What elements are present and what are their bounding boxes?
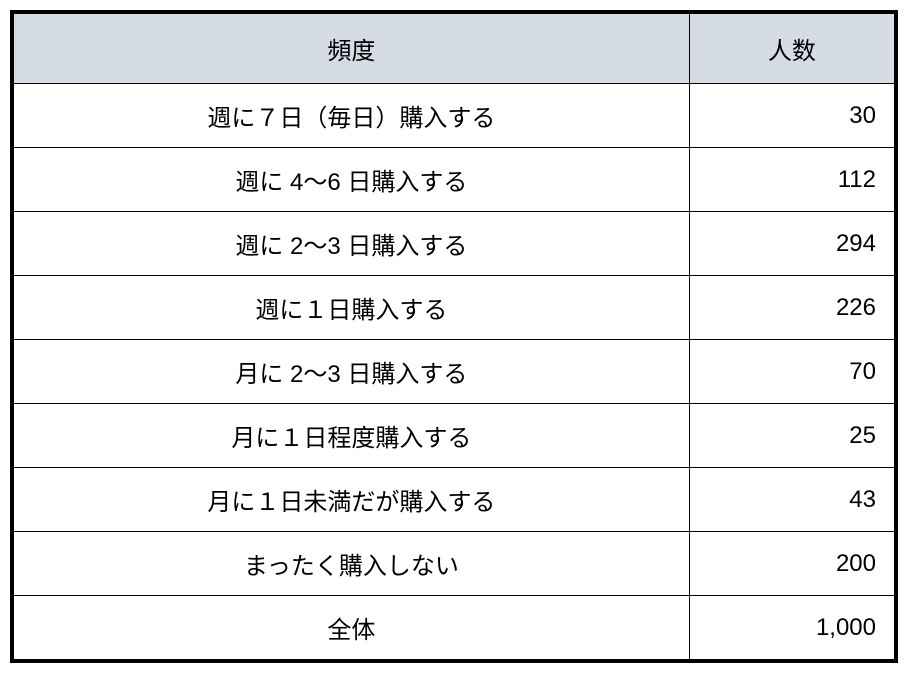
cell-count: 43 bbox=[689, 468, 894, 532]
cell-frequency: 週に 2～3 日購入する bbox=[14, 212, 690, 276]
table-header-row: 頻度 人数 bbox=[14, 14, 895, 84]
table-row: 週に１日購入する 226 bbox=[14, 276, 895, 340]
table-row: 全体 1,000 bbox=[14, 596, 895, 660]
cell-frequency: 週に７日（毎日）購入する bbox=[14, 84, 690, 148]
frequency-table: 頻度 人数 週に７日（毎日）購入する 30 週に 4～6 日購入する 112 週… bbox=[13, 13, 895, 660]
table-row: 月に１日未満だが購入する 43 bbox=[14, 468, 895, 532]
cell-count: 112 bbox=[689, 148, 894, 212]
table-row: まったく購入しない 200 bbox=[14, 532, 895, 596]
cell-frequency: 月に 2～3 日購入する bbox=[14, 340, 690, 404]
cell-frequency: 週に 4～6 日購入する bbox=[14, 148, 690, 212]
cell-frequency: 全体 bbox=[14, 596, 690, 660]
cell-frequency: まったく購入しない bbox=[14, 532, 690, 596]
table-row: 週に 2～3 日購入する 294 bbox=[14, 212, 895, 276]
cell-count: 1,000 bbox=[689, 596, 894, 660]
cell-count: 30 bbox=[689, 84, 894, 148]
table-row: 月に１日程度購入する 25 bbox=[14, 404, 895, 468]
cell-count: 200 bbox=[689, 532, 894, 596]
cell-frequency: 月に１日程度購入する bbox=[14, 404, 690, 468]
cell-count: 25 bbox=[689, 404, 894, 468]
header-count: 人数 bbox=[689, 14, 894, 84]
cell-count: 70 bbox=[689, 340, 894, 404]
header-frequency: 頻度 bbox=[14, 14, 690, 84]
table-row: 月に 2～3 日購入する 70 bbox=[14, 340, 895, 404]
table-row: 週に７日（毎日）購入する 30 bbox=[14, 84, 895, 148]
cell-frequency: 月に１日未満だが購入する bbox=[14, 468, 690, 532]
table-row: 週に 4～6 日購入する 112 bbox=[14, 148, 895, 212]
frequency-table-container: 頻度 人数 週に７日（毎日）購入する 30 週に 4～6 日購入する 112 週… bbox=[10, 10, 898, 663]
cell-frequency: 週に１日購入する bbox=[14, 276, 690, 340]
cell-count: 294 bbox=[689, 212, 894, 276]
cell-count: 226 bbox=[689, 276, 894, 340]
